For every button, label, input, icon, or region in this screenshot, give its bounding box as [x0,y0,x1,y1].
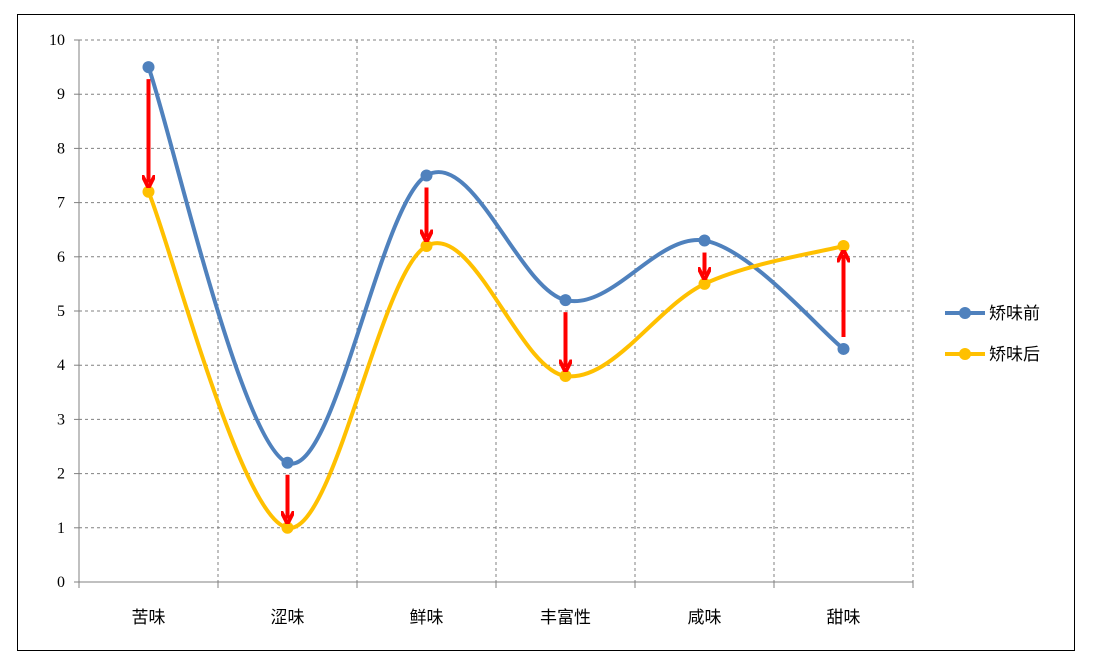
series-1-point [559,294,572,307]
legend-label: 矫味后 [989,345,1040,365]
series-2-point [559,370,572,383]
y-tick-label: 8 [57,140,65,157]
y-tick-label: 10 [49,32,65,49]
legend-swatch-marker [959,348,971,360]
x-category-label: 鲜味 [410,608,444,628]
series-1-point [281,456,294,469]
series-2-point [281,521,294,534]
y-tick-label: 5 [57,303,65,320]
series-2-point [420,239,433,252]
x-category-label: 苦味 [132,608,166,628]
series-1-point [837,342,850,355]
series-1-point [698,234,711,247]
y-tick-label: 3 [57,411,65,428]
series-2-point [837,239,850,252]
series-1-point [420,169,433,182]
series-1-point [142,61,155,74]
legend-swatch-marker [959,307,971,319]
x-category-label: 咸味 [688,608,722,628]
legend-label: 矫味前 [989,304,1040,324]
series-2-point [142,185,155,198]
x-category-label: 甜味 [827,608,861,628]
series-2-point [698,277,711,290]
y-tick-label: 7 [57,195,65,212]
x-category-label: 丰富性 [540,608,591,628]
y-tick-label: 6 [57,249,65,266]
y-tick-label: 1 [57,520,65,537]
y-tick-label: 4 [57,357,65,374]
y-tick-label: 0 [57,574,65,591]
x-category-label: 涩味 [271,608,305,628]
y-tick-label: 2 [57,466,65,483]
y-tick-label: 9 [57,86,65,103]
